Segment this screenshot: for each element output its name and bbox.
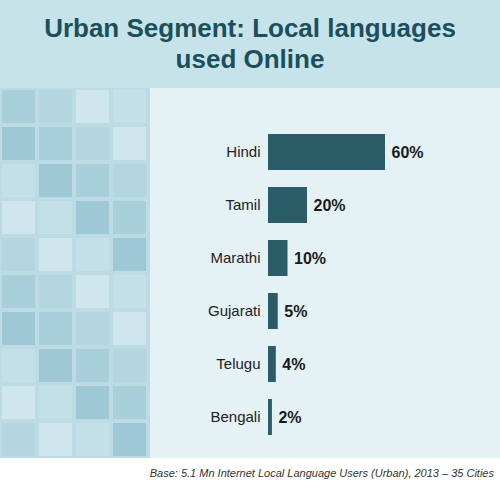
svg-text:Hindi: Hindi [226,143,260,160]
svg-text:Marathi: Marathi [210,249,260,266]
html-text:Urban Segment: Local languages: Urban Segment: Local languages used Onli… [44,13,456,74]
svg-text:Bengali: Bengali [210,408,260,425]
svg-text:Telugu: Telugu [216,355,260,372]
svg-text:2%: 2% [278,409,301,426]
html-text:Base: 5.1 Mn Internet Local La: Base: 5.1 Mn Internet Local Language Use… [149,467,494,479]
svg-text:60%: 60% [392,144,424,161]
svg-text:20%: 20% [314,197,346,214]
svg-text:10%: 10% [294,250,326,267]
svg-text:Tamil: Tamil [225,196,260,213]
svg-text:Gujarati: Gujarati [208,302,261,319]
svg-text:4%: 4% [282,356,305,373]
svg-text:5%: 5% [284,303,307,320]
